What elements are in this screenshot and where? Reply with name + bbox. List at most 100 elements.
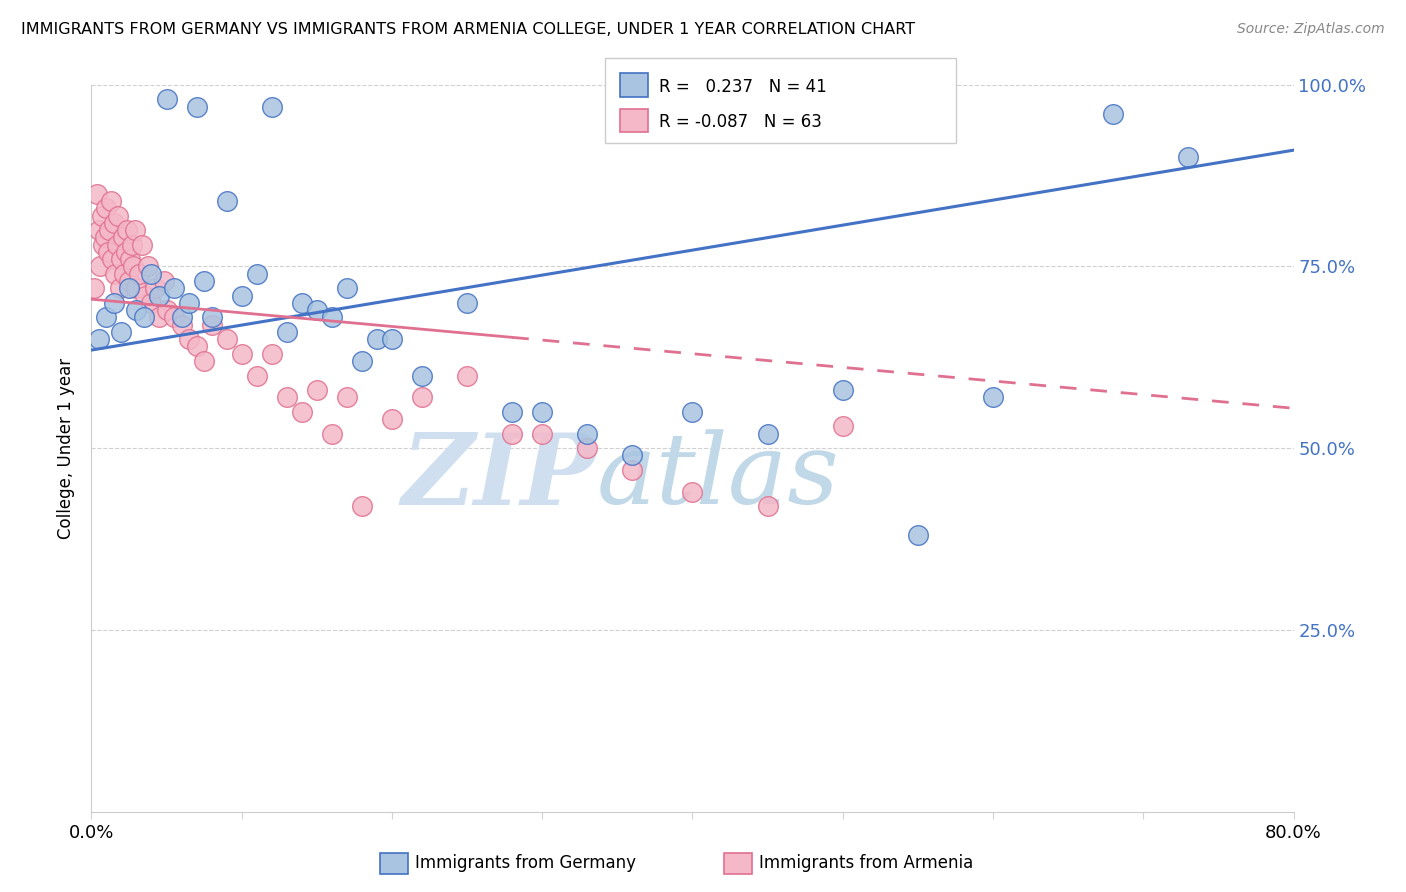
- Point: [115, 244, 138, 259]
- Point: [231, 347, 253, 361]
- Point: [531, 405, 554, 419]
- Point: [215, 332, 238, 346]
- Point: [131, 237, 153, 252]
- Text: IMMIGRANTS FROM GERMANY VS IMMIGRANTS FROM ARMENIA COLLEGE, UNDER 1 YEAR CORRELA: IMMIGRANTS FROM GERMANY VS IMMIGRANTS FR…: [21, 22, 915, 37]
- Point: [105, 237, 128, 252]
- Point: [163, 310, 186, 325]
- Point: [110, 325, 132, 339]
- Point: [411, 368, 433, 383]
- Point: [97, 244, 120, 259]
- Point: [134, 288, 156, 302]
- Point: [128, 267, 150, 281]
- Point: [87, 223, 110, 237]
- Point: [117, 223, 139, 237]
- Point: [260, 99, 283, 113]
- Point: [177, 296, 200, 310]
- Point: [108, 281, 131, 295]
- Point: [177, 332, 200, 346]
- Text: Immigrants from Armenia: Immigrants from Armenia: [759, 855, 973, 872]
- Point: [100, 194, 122, 208]
- Point: [201, 318, 224, 332]
- Point: [321, 426, 343, 441]
- Point: [193, 354, 215, 368]
- Point: [186, 339, 208, 353]
- Point: [155, 92, 177, 106]
- Point: [756, 500, 779, 514]
- Point: [125, 281, 148, 295]
- Point: [96, 310, 118, 325]
- Y-axis label: College, Under 1 year: College, Under 1 year: [58, 358, 76, 539]
- Point: [138, 260, 160, 274]
- Point: [163, 281, 186, 295]
- Point: [132, 310, 155, 325]
- Point: [681, 405, 703, 419]
- Point: [120, 252, 142, 267]
- Point: [114, 267, 136, 281]
- Point: [305, 383, 328, 397]
- Point: [246, 267, 269, 281]
- Point: [456, 296, 478, 310]
- Point: [87, 332, 110, 346]
- Point: [1102, 107, 1125, 121]
- Point: [186, 99, 208, 113]
- Point: [411, 390, 433, 404]
- Point: [148, 288, 170, 302]
- Point: [103, 216, 125, 230]
- Point: [110, 252, 132, 267]
- Point: [246, 368, 269, 383]
- Point: [681, 484, 703, 499]
- Point: [121, 237, 143, 252]
- Point: [124, 223, 146, 237]
- Point: [305, 303, 328, 318]
- Point: [501, 426, 523, 441]
- Point: [118, 274, 141, 288]
- Text: Source: ZipAtlas.com: Source: ZipAtlas.com: [1237, 22, 1385, 37]
- Point: [350, 354, 373, 368]
- Point: [141, 296, 163, 310]
- Point: [621, 449, 644, 463]
- Point: [155, 303, 177, 318]
- Point: [86, 186, 108, 201]
- Point: [170, 318, 193, 332]
- Point: [201, 310, 224, 325]
- Point: [101, 252, 124, 267]
- Point: [96, 202, 118, 216]
- Point: [531, 426, 554, 441]
- Point: [291, 405, 314, 419]
- Point: [260, 347, 283, 361]
- Point: [291, 296, 314, 310]
- Text: Immigrants from Germany: Immigrants from Germany: [415, 855, 636, 872]
- Point: [215, 194, 238, 208]
- Point: [83, 281, 105, 295]
- Point: [981, 390, 1004, 404]
- Point: [141, 267, 163, 281]
- Point: [103, 296, 125, 310]
- Point: [350, 500, 373, 514]
- Point: [89, 260, 111, 274]
- Point: [125, 303, 148, 318]
- Point: [321, 310, 343, 325]
- Point: [98, 223, 121, 237]
- Point: [143, 281, 166, 295]
- Point: [381, 332, 404, 346]
- Point: [104, 267, 127, 281]
- Point: [831, 383, 853, 397]
- Point: [576, 426, 599, 441]
- Point: [501, 405, 523, 419]
- Text: R =   0.237   N = 41: R = 0.237 N = 41: [659, 78, 827, 96]
- Point: [366, 332, 388, 346]
- Text: ZIP: ZIP: [401, 429, 596, 525]
- Point: [90, 209, 112, 223]
- Point: [93, 237, 115, 252]
- Point: [831, 419, 853, 434]
- Point: [231, 288, 253, 302]
- Point: [193, 274, 215, 288]
- Point: [456, 368, 478, 383]
- Point: [94, 230, 117, 244]
- Point: [336, 281, 359, 295]
- Point: [148, 310, 170, 325]
- Text: R = -0.087   N = 63: R = -0.087 N = 63: [659, 112, 823, 130]
- Point: [1177, 151, 1199, 165]
- Point: [170, 310, 193, 325]
- Point: [111, 230, 134, 244]
